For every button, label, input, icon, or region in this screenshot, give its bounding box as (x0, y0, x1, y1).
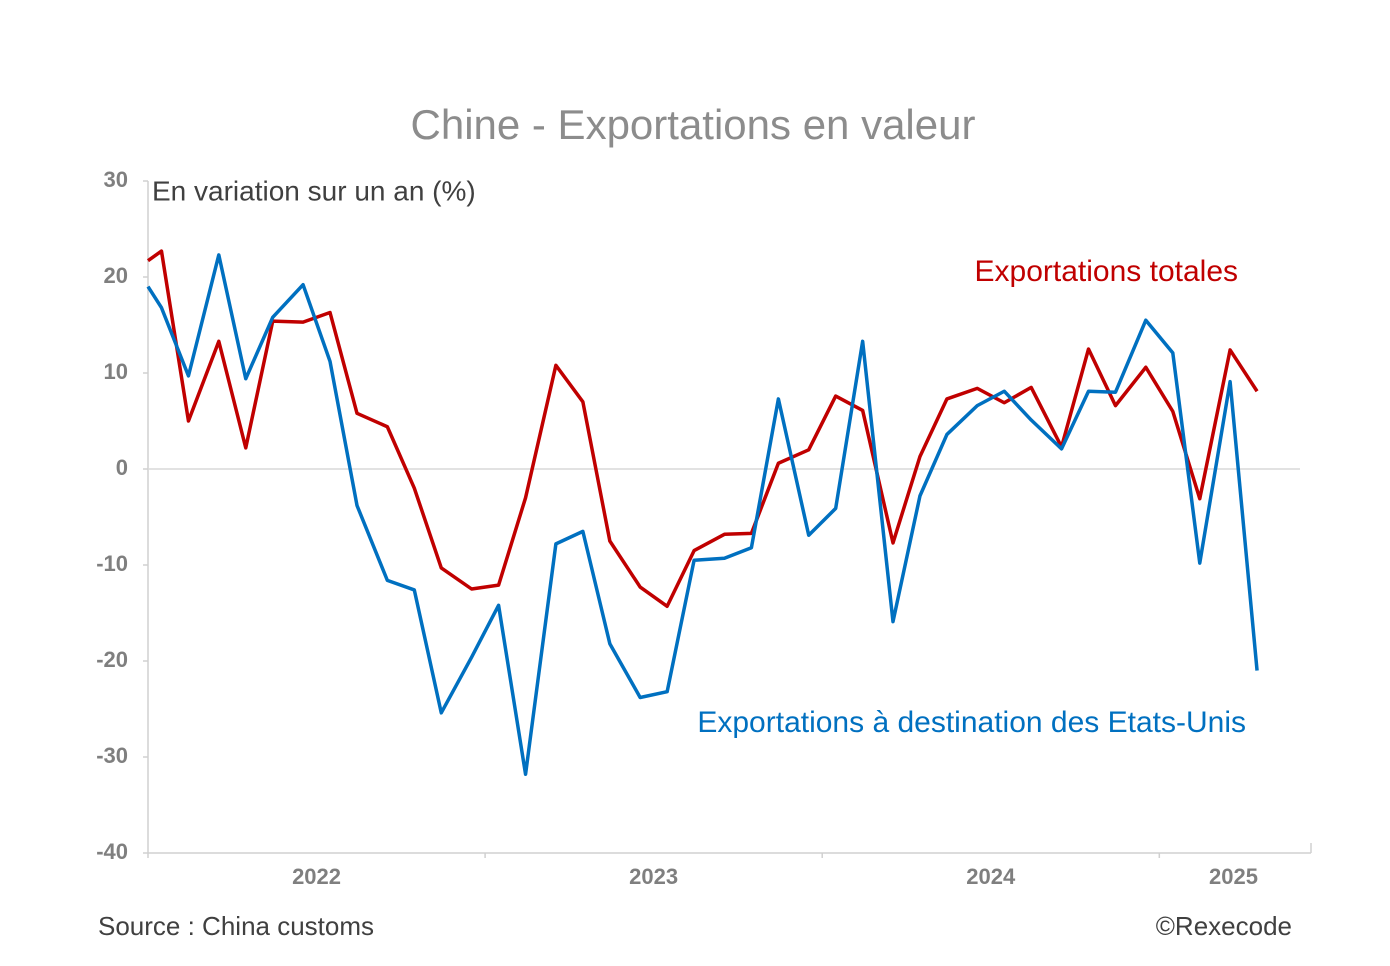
source: Source : China customs (98, 911, 374, 941)
y-tick-label: 20 (104, 263, 128, 288)
y-tick-label: -10 (96, 551, 128, 576)
y-tick-label: 10 (104, 359, 128, 384)
line-series (146, 253, 1259, 777)
series-label: Exportations totales (975, 255, 1238, 288)
line-series (146, 249, 1259, 609)
y-tick-label: 0 (116, 455, 128, 480)
y-tick-label: -40 (96, 839, 128, 864)
y-tick-label: -20 (96, 647, 128, 672)
credit: ©Rexecode (1156, 911, 1292, 941)
y-tick-label: -30 (96, 743, 128, 768)
series-label: Exportations à destination des Etats-Uni… (697, 706, 1246, 739)
chart-title: Chine - Exportations en valeur (411, 101, 976, 148)
y-tick-label: 30 (104, 167, 128, 192)
x-tick-label: 2025 (1209, 864, 1258, 889)
x-tick-label: 2022 (292, 864, 341, 889)
x-tick-label: 2023 (629, 864, 678, 889)
x-tick-label: 2024 (966, 864, 1016, 889)
subtitle: En variation sur un an (%) (152, 175, 476, 206)
